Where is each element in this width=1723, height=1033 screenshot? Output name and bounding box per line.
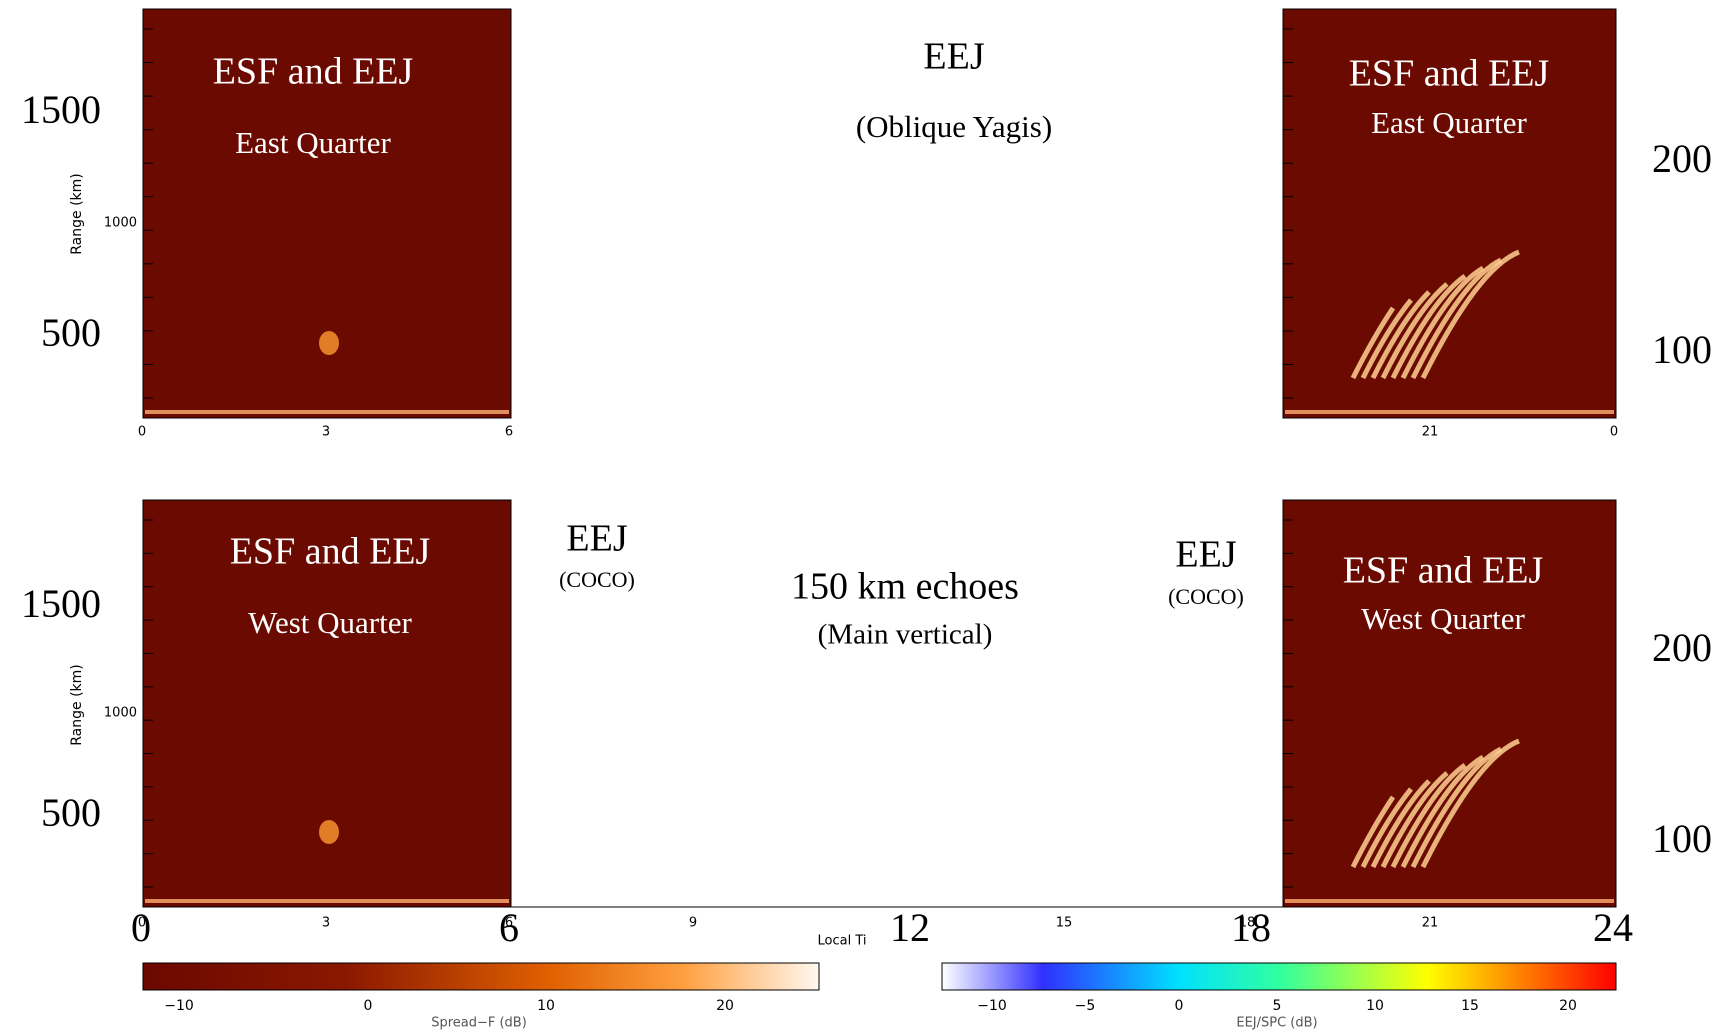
x-tick-label: 6 [505,425,513,440]
right-label: 100 [1652,327,1712,372]
colorbar [142,962,820,991]
colorbar-tick: −10 [977,998,1007,1014]
annotation-subtitle: (COCO) [559,567,635,592]
panel-image [1282,8,1617,419]
colorbar-tick: 0 [1175,998,1184,1014]
x-tick-label: 9 [689,916,697,931]
echo-band [145,410,509,414]
x-tick-label: 21 [1422,916,1439,931]
big-x-label: 6 [499,905,519,950]
x-tick-label: 3 [322,425,330,440]
y-tick-label: 1000 [104,216,137,231]
echo-plume [1350,795,1396,869]
echo-plume [1360,787,1413,869]
colorbar-tick: 10 [537,998,555,1014]
big-x-label: 24 [1593,905,1633,950]
colorbar-tick: 5 [1273,998,1282,1014]
panel-subtitle: East Quarter [235,125,391,160]
big-x-label: 18 [1231,905,1271,950]
right-label: 100 [1652,816,1712,861]
colorbar [941,962,1617,991]
x-tick-label: 18 [1239,916,1256,931]
colorbar-label: Spread−F (dB) [431,1016,527,1031]
range-label: 500 [41,790,101,835]
colorbar-tick: 10 [1366,998,1384,1014]
y-axis-label: Range (km) [69,664,85,746]
big-x-label: 12 [890,905,930,950]
echo-plume [1360,298,1413,380]
echo-blob [319,820,339,844]
echo-plume [1420,738,1520,869]
x-tick-label: Local Ti [818,934,867,949]
panel-title: ESF and EEJ [230,531,431,573]
range-label: 1500 [21,581,101,626]
y-axis-label: Range (km) [69,173,85,255]
big-x-label: 0 [131,905,151,950]
echo-plume [1420,249,1520,380]
annotation-title: EEJ [923,36,984,78]
colorbar-tick: −5 [1075,998,1096,1014]
colorbar-label: EEJ/SPC (dB) [1236,1016,1317,1031]
panel-title: ESF and EEJ [1343,550,1544,592]
echo-plume [1370,290,1431,380]
panel-subtitle: West Quarter [248,605,412,640]
echo-plume [1410,746,1503,869]
echo-plume [1400,754,1485,869]
echo-band [1285,410,1614,414]
annotation-title: EEJ [1175,534,1236,576]
y-tick-label: 1000 [104,706,137,721]
annotation-subtitle: (COCO) [1168,584,1244,609]
x-tick-label: 15 [1056,916,1073,931]
colorbar-tick: 0 [364,998,373,1014]
labels: ESF and EEJ East Quarter ESF and EEJ East Q… [21,36,1712,1031]
colorbar-tick: 20 [716,998,734,1014]
annotation-title: EEJ [566,518,627,560]
panel-image [1282,499,1617,908]
echo-blob [319,331,339,355]
range-label: 500 [41,310,101,355]
colorbar-tick: −10 [164,998,194,1014]
panels [142,8,1617,908]
panel-title: ESF and EEJ [1349,53,1550,95]
right-label: 200 [1652,625,1712,670]
colorbar-tick: 20 [1559,998,1577,1014]
echo-plume [1390,273,1467,380]
echo-plume [1350,306,1396,380]
panel-title: ESF and EEJ [213,51,414,93]
x-tick-label: 0 [138,425,146,440]
echo-plume [1380,771,1449,869]
echo-band [145,899,509,903]
range-label: 1500 [21,87,101,132]
x-tick-label: 0 [138,916,146,931]
x-tick-label: 6 [505,916,513,931]
echo-plume [1400,265,1485,380]
echo-plume [1410,257,1503,380]
right-label: 200 [1652,136,1712,181]
echo-plume [1390,762,1467,869]
annotation-subtitle: (Oblique Yagis) [856,109,1052,144]
x-tick-label: 0 [1610,425,1618,440]
x-tick-label: 3 [322,916,330,931]
x-tick-label: 21 [1422,425,1439,440]
annotation-title: 150 km echoes [791,566,1019,608]
panel-subtitle: West Quarter [1361,601,1525,636]
panel-subtitle: East Quarter [1371,105,1527,140]
colorbar-tick: 15 [1461,998,1479,1014]
annotation-subtitle: (Main vertical) [818,619,993,651]
echo-plume [1370,779,1431,869]
echo-band [1285,899,1614,903]
echo-plume [1380,282,1449,380]
